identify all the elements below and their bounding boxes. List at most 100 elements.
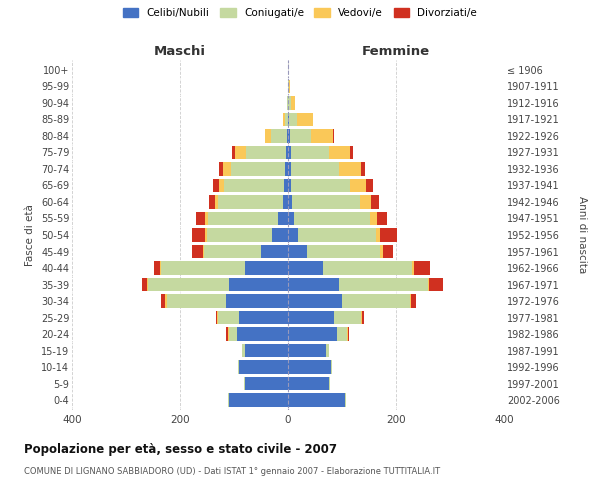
Bar [383,244,394,258]
Bar [217,311,218,324]
Bar [196,212,205,226]
Bar [207,228,272,242]
Bar [154,261,160,275]
Bar [288,162,290,175]
Bar [361,311,362,324]
Bar [283,112,286,126]
Bar [290,96,295,110]
Bar [229,394,288,407]
Bar [242,344,245,358]
Legend: Celibi/Nubili, Coniugati/e, Vedovi/e, Divorziati/e: Celibi/Nubili, Coniugati/e, Vedovi/e, Di… [123,8,477,18]
Bar [288,96,290,110]
Bar [288,328,337,341]
Bar [288,360,331,374]
Bar [238,360,239,374]
Bar [295,212,370,226]
Bar [288,146,290,159]
Bar [376,228,380,242]
Bar [380,228,397,242]
Bar [215,195,218,209]
Bar [245,261,288,275]
Bar [340,278,428,291]
Bar [288,178,290,192]
Bar [290,162,340,175]
Bar [167,294,226,308]
Bar [288,244,307,258]
Bar [286,162,288,175]
Bar [329,146,350,159]
Bar [287,96,288,110]
Y-axis label: Fasce di età: Fasce di età [25,204,35,266]
Bar [371,195,379,209]
Bar [208,212,278,226]
Bar [288,294,342,308]
Bar [414,261,430,275]
Bar [229,278,288,291]
Bar [288,212,295,226]
Bar [146,278,148,291]
Bar [219,178,224,192]
Bar [160,261,161,275]
Bar [283,195,288,209]
Bar [205,228,207,242]
Bar [287,129,288,142]
Bar [148,278,229,291]
Bar [235,146,246,159]
Bar [344,394,346,407]
Bar [218,311,239,324]
Bar [412,261,414,275]
Bar [333,129,334,142]
Bar [362,311,364,324]
Bar [409,294,410,308]
Bar [340,162,361,175]
Bar [288,228,298,242]
Bar [410,294,416,308]
Bar [288,377,329,390]
Bar [166,294,167,308]
Bar [161,294,166,308]
Bar [286,112,288,126]
Bar [360,195,371,209]
Bar [334,311,361,324]
Bar [246,146,286,159]
Bar [161,261,245,275]
Bar [142,278,146,291]
Bar [350,178,366,192]
Bar [290,178,350,192]
Bar [204,244,261,258]
Bar [288,394,344,407]
Bar [219,162,223,175]
Bar [278,212,288,226]
Bar [245,377,288,390]
Bar [284,178,288,192]
Text: Anni di nascita: Anni di nascita [577,196,587,274]
Bar [380,244,383,258]
Bar [331,360,332,374]
Bar [245,344,288,358]
Bar [288,195,292,209]
Bar [192,228,205,242]
Bar [430,278,443,291]
Bar [232,146,235,159]
Bar [288,261,323,275]
Bar [224,178,284,192]
Bar [361,162,365,175]
Text: Femmine: Femmine [362,44,430,58]
Bar [350,146,353,159]
Bar [377,212,388,226]
Bar [297,112,313,126]
Bar [229,328,236,341]
Text: COMUNE DI LIGNANO SABBIADORO (UD) - Dati ISTAT 1° gennaio 2007 - Elaborazione TU: COMUNE DI LIGNANO SABBIADORO (UD) - Dati… [24,468,440,476]
Bar [244,377,245,390]
Bar [271,129,287,142]
Bar [205,212,208,226]
Bar [370,212,377,226]
Bar [232,162,286,175]
Bar [226,328,227,341]
Bar [272,228,288,242]
Bar [288,112,289,126]
Bar [286,146,288,159]
Bar [288,80,289,93]
Bar [214,178,219,192]
Bar [292,195,360,209]
